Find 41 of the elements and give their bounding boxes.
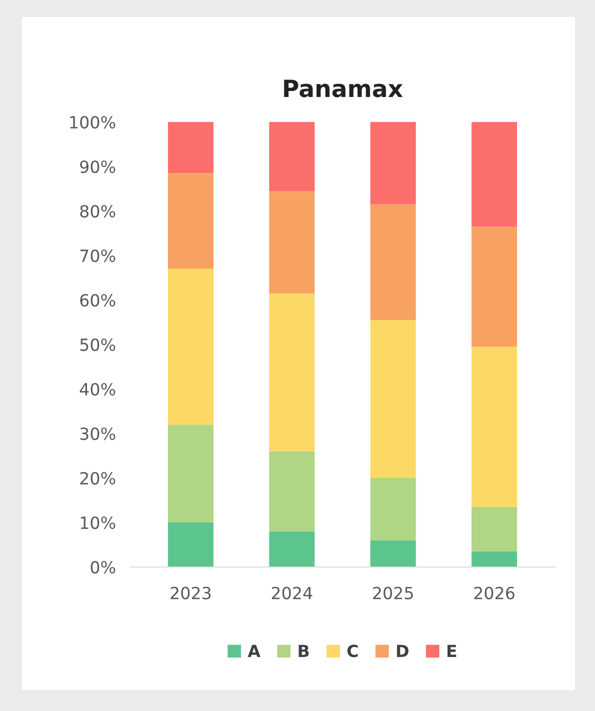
bar — [168, 424, 214, 522]
x-tick-label: 2025 — [373, 586, 413, 600]
bar — [370, 122, 416, 204]
y-tick-label: 10% — [80, 516, 116, 530]
y-tick-label: 100% — [70, 116, 116, 129]
bar — [269, 122, 315, 191]
bar — [370, 320, 416, 478]
bar — [168, 268, 214, 425]
y-tick-label: 70% — [80, 249, 116, 262]
bar — [269, 293, 315, 452]
bar — [472, 506, 518, 552]
bar — [168, 522, 214, 567]
legend-label: C — [347, 644, 358, 658]
bar — [370, 540, 416, 567]
x-tick-label: 2024 — [272, 586, 312, 600]
y-tick-label: 40% — [80, 382, 116, 396]
bar — [472, 346, 518, 507]
bar — [168, 173, 214, 269]
bar — [472, 226, 518, 347]
legend-label: D — [397, 644, 408, 657]
x-tick-label: 2026 — [474, 586, 514, 600]
y-tick-label: 60% — [80, 294, 116, 307]
bar — [269, 531, 315, 567]
bar — [168, 122, 214, 174]
y-tick-label: 30% — [80, 427, 116, 440]
bar — [370, 204, 416, 320]
legend-label: E — [448, 644, 456, 657]
chart-title: Panamax — [284, 80, 403, 98]
bar — [472, 551, 518, 567]
y-tick-label: 50% — [80, 338, 116, 352]
legend-label: A — [248, 644, 260, 657]
bar — [269, 451, 315, 532]
y-tick-label: 20% — [80, 472, 116, 485]
y-tick-label: 90% — [80, 160, 116, 174]
bar — [269, 190, 315, 294]
bar — [370, 478, 416, 540]
x-tick-label: 2023 — [170, 586, 211, 600]
bar — [472, 122, 518, 227]
y-tick-label: 80% — [80, 204, 116, 218]
y-tick-label: 0% — [90, 560, 116, 574]
legend-label: B — [298, 644, 309, 657]
